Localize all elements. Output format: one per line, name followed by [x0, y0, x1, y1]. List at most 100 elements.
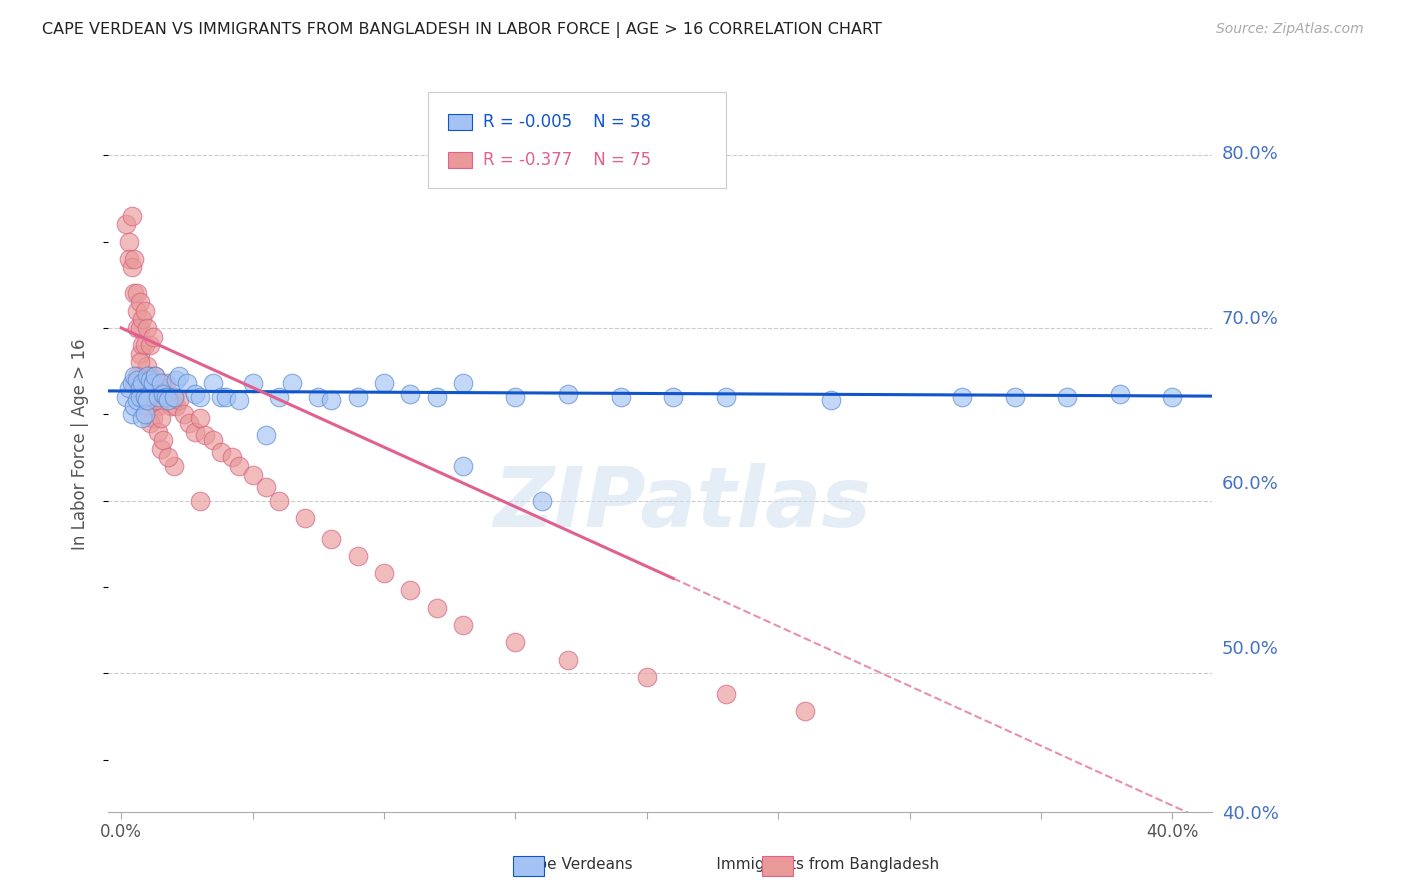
Point [143, 390, 166, 404]
Point [134, 303, 156, 318]
Point [530, 493, 553, 508]
Point [167, 369, 190, 384]
Point [125, 286, 148, 301]
Point [228, 458, 250, 473]
Point [950, 390, 973, 404]
Point [183, 425, 205, 439]
FancyBboxPatch shape [429, 92, 725, 187]
Point [267, 493, 290, 508]
Point [373, 376, 395, 391]
Point [131, 410, 153, 425]
Point [136, 359, 159, 373]
Point [254, 428, 277, 442]
Point [128, 347, 150, 361]
Point [118, 252, 141, 266]
Point [505, 390, 527, 404]
Point [179, 416, 201, 430]
Point [793, 704, 815, 718]
Point [321, 532, 343, 546]
Point [176, 376, 198, 391]
Point [136, 321, 159, 335]
Point [155, 390, 177, 404]
Point [143, 369, 166, 384]
Point [125, 393, 148, 408]
Point [124, 399, 146, 413]
Point [143, 393, 166, 408]
Point [146, 390, 169, 404]
Point [183, 386, 205, 401]
Point [121, 209, 143, 223]
Point [215, 390, 238, 404]
Point [139, 416, 162, 430]
Point [146, 425, 169, 439]
Point [152, 386, 174, 401]
Point [131, 338, 153, 352]
Point [1161, 390, 1184, 404]
Point [399, 583, 422, 598]
Point [139, 369, 162, 384]
Point [155, 376, 177, 391]
Text: Source: ZipAtlas.com: Source: ZipAtlas.com [1216, 22, 1364, 37]
Point [188, 493, 211, 508]
Point [131, 393, 153, 408]
Point [188, 410, 211, 425]
Point [131, 312, 153, 326]
Point [267, 390, 290, 404]
Point [281, 376, 304, 391]
Point [173, 407, 195, 421]
Point [149, 386, 172, 401]
Point [128, 355, 150, 369]
Point [505, 635, 527, 649]
Point [146, 376, 169, 391]
Point [146, 399, 169, 413]
Point [557, 386, 579, 401]
Point [128, 295, 150, 310]
Point [1004, 390, 1026, 404]
Point [346, 549, 368, 563]
Point [115, 217, 138, 231]
Point [167, 393, 190, 408]
Point [242, 467, 264, 482]
Point [307, 390, 329, 404]
Point [451, 376, 474, 391]
Point [134, 338, 156, 352]
Point [152, 433, 174, 447]
Point [636, 670, 658, 684]
Point [163, 390, 186, 404]
Point [346, 390, 368, 404]
Point [425, 600, 447, 615]
Point [1056, 390, 1078, 404]
Point [121, 407, 143, 421]
Point [160, 399, 183, 413]
Point [294, 511, 316, 525]
Point [142, 329, 165, 343]
Point [125, 303, 148, 318]
Point [142, 376, 165, 391]
Point [152, 381, 174, 395]
Point [163, 458, 186, 473]
Text: Cape Verdeans: Cape Verdeans [492, 857, 633, 872]
Point [134, 390, 156, 404]
Point [714, 390, 737, 404]
Point [157, 450, 180, 465]
Point [143, 369, 166, 384]
Point [157, 390, 180, 404]
Point [125, 369, 148, 384]
Point [134, 390, 156, 404]
FancyBboxPatch shape [449, 114, 472, 130]
Point [134, 407, 156, 421]
Point [124, 252, 146, 266]
Point [149, 376, 172, 391]
Point [128, 321, 150, 335]
Point [373, 566, 395, 581]
Point [399, 386, 422, 401]
Point [228, 393, 250, 408]
Point [202, 376, 225, 391]
Point [163, 390, 186, 404]
Point [136, 399, 159, 413]
Point [149, 410, 172, 425]
Text: R = -0.377    N = 75: R = -0.377 N = 75 [484, 151, 651, 169]
Point [149, 442, 172, 456]
Point [714, 687, 737, 701]
Point [128, 381, 150, 395]
